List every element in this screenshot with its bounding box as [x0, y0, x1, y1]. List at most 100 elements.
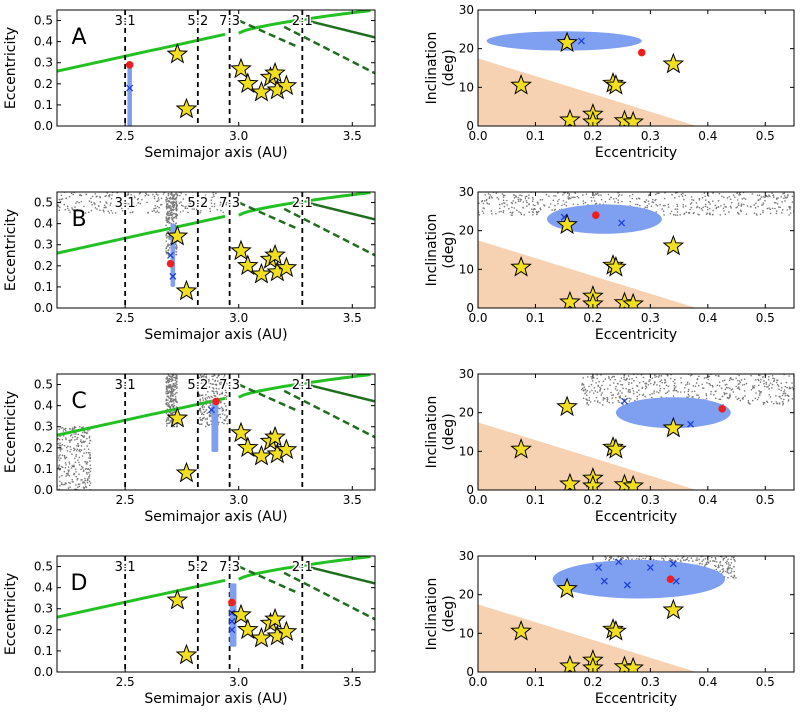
gray-particle	[61, 448, 63, 450]
gray-particle	[745, 213, 748, 215]
gray-particle	[80, 200, 83, 203]
gray-particle	[165, 234, 167, 236]
gray-particle	[722, 207, 725, 210]
gray-particle	[703, 377, 706, 379]
gray-particle	[199, 379, 201, 381]
gray-particle	[702, 552, 704, 554]
plot-area	[57, 192, 375, 308]
gray-particle	[165, 377, 168, 380]
gray-particle	[743, 383, 746, 386]
gray-particle	[589, 401, 592, 403]
gray-particle	[663, 552, 665, 554]
axes-frame	[56, 373, 376, 491]
gray-particle	[682, 553, 684, 555]
gray-particle	[710, 390, 712, 393]
gray-particle	[665, 553, 667, 555]
gray-particle	[719, 570, 721, 573]
gray-particle	[117, 198, 119, 201]
gray-particle	[528, 211, 530, 213]
gray-particle	[716, 384, 719, 387]
gray-particle	[736, 211, 739, 214]
gray-particle	[702, 552, 704, 554]
gray-particle	[176, 214, 178, 217]
gray-particle	[176, 193, 178, 196]
gray-particle	[615, 553, 617, 555]
gray-particle	[662, 210, 665, 213]
gray-particle	[725, 383, 728, 386]
star-marker	[230, 603, 252, 625]
gray-particle	[526, 201, 528, 204]
gray-particle	[784, 385, 787, 388]
gray-particle	[659, 380, 661, 383]
gray-particle	[738, 380, 741, 382]
dark-green-border	[283, 389, 375, 439]
gray-particle	[743, 390, 746, 392]
gray-particle	[222, 211, 225, 214]
x-marker	[646, 564, 654, 572]
gray-particle	[166, 376, 168, 378]
gray-particle	[606, 396, 608, 399]
y-axis-label: Eccentricity	[3, 573, 19, 655]
gray-particle	[89, 460, 91, 462]
gray-particle	[173, 195, 175, 197]
gray-particle	[704, 203, 707, 206]
x-tick-label: 2.5	[116, 129, 135, 143]
gray-particle	[605, 553, 607, 555]
x-marker	[621, 397, 628, 405]
y-tick-label: 10	[459, 262, 474, 276]
gray-particle	[730, 389, 733, 391]
gray-particle	[61, 443, 64, 446]
gray-particle	[759, 392, 761, 395]
gray-particle	[697, 384, 700, 387]
gray-particle	[175, 200, 178, 203]
gray-particle	[773, 196, 775, 198]
gray-particle	[166, 231, 169, 233]
gray-particle	[689, 203, 692, 205]
gray-particle	[167, 214, 169, 217]
gray-particle	[198, 388, 201, 391]
gray-particle	[58, 465, 60, 467]
gray-particle	[752, 385, 754, 387]
gray-particle	[563, 192, 566, 194]
gray-particle	[59, 442, 61, 444]
gray-particle	[762, 209, 764, 212]
gray-particle	[199, 399, 201, 401]
y-tick-label: 0	[466, 119, 474, 133]
gray-particle	[596, 377, 599, 380]
gray-particle	[758, 194, 761, 197]
gray-particle	[648, 203, 650, 205]
gray-particle	[616, 382, 619, 385]
gray-particle	[642, 557, 644, 560]
gray-particle	[213, 205, 216, 208]
gray-particle	[63, 444, 66, 447]
gray-particle	[673, 384, 676, 387]
gray-particle	[154, 205, 157, 207]
gray-particle	[222, 376, 225, 379]
gray-particle	[87, 452, 90, 454]
gray-particle	[723, 379, 726, 382]
gray-particle	[167, 396, 170, 399]
gray-particle	[83, 431, 86, 434]
gray-particle	[619, 390, 622, 392]
gray-particle	[222, 378, 224, 381]
gray-particle	[204, 376, 206, 378]
gray-particle	[651, 553, 653, 555]
gray-particle	[774, 207, 776, 210]
gray-particle	[754, 397, 757, 400]
gray-particle	[554, 208, 557, 211]
x-tick-label: 0.4	[698, 493, 717, 507]
gray-particle	[130, 203, 132, 205]
star-marker	[622, 656, 644, 672]
gray-particle	[744, 198, 747, 200]
gray-particle	[60, 198, 63, 201]
gray-particle	[174, 215, 177, 218]
gray-particle	[627, 375, 630, 377]
gray-particle	[60, 465, 63, 468]
gray-particle	[71, 436, 74, 439]
gray-particle	[76, 436, 79, 439]
gray-particle	[665, 384, 668, 387]
gray-particle	[218, 379, 221, 382]
gray-particle	[768, 207, 770, 209]
gray-particle	[171, 205, 174, 207]
